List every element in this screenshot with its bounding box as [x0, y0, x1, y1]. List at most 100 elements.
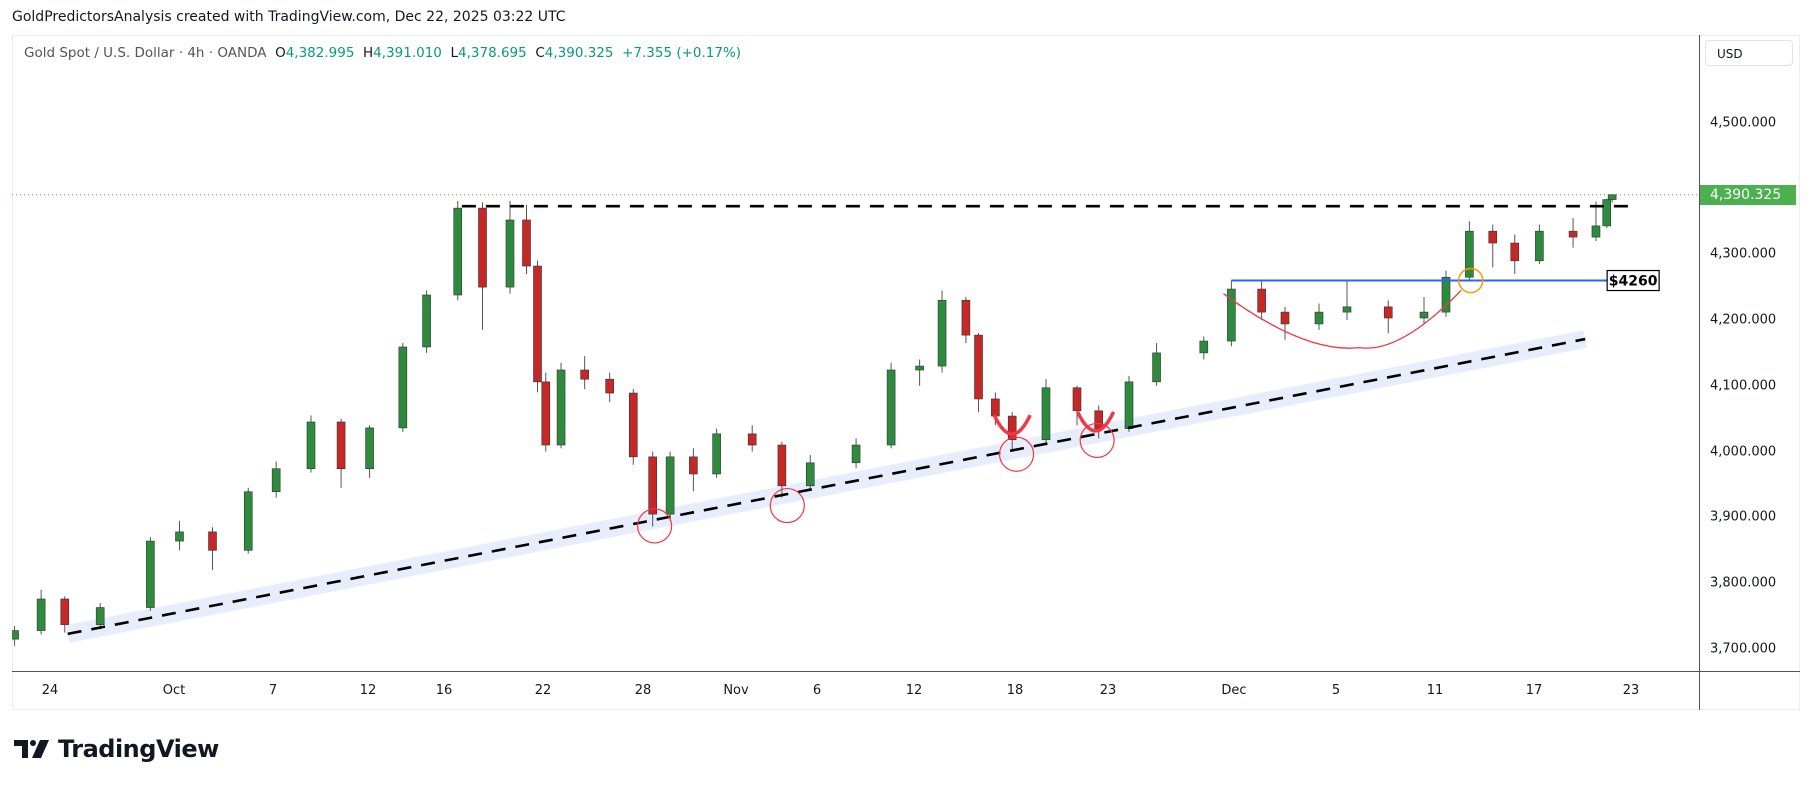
candle-body-up [1199, 340, 1209, 354]
open-label: O [275, 45, 286, 61]
price-tick-label: 4,200.000 [1710, 312, 1777, 328]
candle [1280, 306, 1290, 340]
candle [398, 343, 408, 432]
candle [1591, 201, 1601, 242]
candle-body-up [665, 456, 675, 515]
mini-cup-arc [1076, 411, 1116, 433]
candle-body-down [1383, 306, 1393, 319]
candle-body-down [1257, 288, 1266, 313]
candle [1257, 280, 1266, 320]
candle [915, 359, 924, 386]
candle [1007, 412, 1017, 451]
candle [1602, 198, 1612, 228]
candle [1568, 218, 1578, 248]
candle [937, 290, 947, 373]
candle-body-up [1041, 387, 1051, 441]
close-value: 4,390.325 [544, 45, 614, 61]
time-tick-label: 5 [1331, 683, 1341, 698]
candle-body-down [522, 219, 531, 267]
candle [886, 362, 896, 449]
candle-body-down [1568, 230, 1578, 238]
candle-body-up [1124, 381, 1134, 429]
touch-circle [998, 436, 1035, 472]
annotation-layer: $4260 [67, 204, 1660, 636]
candle [505, 200, 515, 294]
candle [1072, 385, 1082, 426]
level-label-box [1606, 269, 1660, 292]
symbol-legend: Gold Spot / U.S. Dollar · 4h · OANDA O 4,… [24, 45, 741, 61]
cup-arc [1223, 289, 1462, 349]
mini-cup-arc [992, 414, 1032, 436]
time-tick-label: 7 [268, 683, 278, 698]
touch-circle [1079, 422, 1115, 459]
candle [522, 204, 531, 274]
price-tick-label: 3,800.000 [1710, 575, 1777, 591]
time-tick-label: 18 [1006, 683, 1024, 698]
candle [605, 372, 614, 403]
candle [1441, 270, 1451, 317]
candle-body-down [1094, 410, 1103, 429]
candle-body-up [915, 365, 924, 371]
candle-body-down [628, 392, 638, 458]
candle [1152, 343, 1161, 386]
candle [146, 537, 155, 611]
time-tick-label: 23 [1622, 683, 1640, 698]
candle [271, 461, 281, 498]
candle-body-up [422, 294, 431, 348]
candle [541, 372, 551, 452]
candle-body-up [556, 369, 566, 446]
candle-body-down [1488, 230, 1498, 244]
time-tick-label: 24 [41, 683, 59, 698]
candle-body-up [365, 427, 374, 470]
candle [580, 356, 589, 390]
candle [974, 333, 983, 413]
candle-body-up [1227, 288, 1236, 342]
candle-body-down [747, 433, 757, 446]
candle-body-up [937, 299, 947, 367]
price-tick-label: 3,700.000 [1710, 641, 1777, 657]
candle-body-down [336, 421, 346, 470]
candle [1419, 296, 1429, 324]
time-tick-label: 22 [534, 683, 552, 698]
time-tick-label: Dec [1221, 683, 1247, 698]
candle-body-up [1314, 311, 1324, 325]
candle-body-up [95, 607, 105, 625]
candle [961, 296, 971, 344]
candle [712, 428, 721, 478]
candle [1199, 336, 1209, 360]
candle [1465, 221, 1474, 281]
time-tick-label: Nov [723, 683, 749, 698]
tradingview-logo[interactable]: TradingView [14, 735, 219, 763]
candle-body-up [1465, 230, 1474, 278]
candle-body-down [1280, 311, 1290, 325]
change-value: +7.355 (+0.17%) [622, 45, 742, 61]
candle [1535, 224, 1544, 265]
candle-body-down [991, 398, 1000, 417]
currency-button[interactable]: USD [1705, 40, 1793, 66]
candle [306, 415, 316, 473]
support-trendline [67, 337, 1586, 636]
candle-body-up [851, 444, 861, 464]
candle-body-down [1072, 387, 1082, 412]
candle-body-up [12, 630, 19, 640]
price-tick-label: 4,000.000 [1710, 444, 1777, 460]
candle [648, 451, 657, 527]
candle-body-down [961, 299, 971, 336]
time-tick-label: 17 [1525, 683, 1543, 698]
touch-circle [769, 487, 805, 524]
candle-body-down [208, 531, 217, 551]
candle [1383, 300, 1393, 334]
candle-body-up [1535, 230, 1544, 262]
candle [805, 454, 815, 492]
candle-body-down [60, 598, 70, 625]
symbol-name[interactable]: Gold Spot / U.S. Dollar · 4h · OANDA [24, 45, 267, 61]
candle-body-down [1007, 415, 1017, 441]
candle-body-down [478, 207, 487, 288]
close-label: C [535, 45, 545, 61]
last-price-label: 4,390.325 [1700, 184, 1796, 205]
time-tick-label: 12 [359, 683, 377, 698]
chart-panel[interactable] [12, 35, 1800, 710]
candle [175, 520, 184, 551]
candle [665, 451, 675, 521]
